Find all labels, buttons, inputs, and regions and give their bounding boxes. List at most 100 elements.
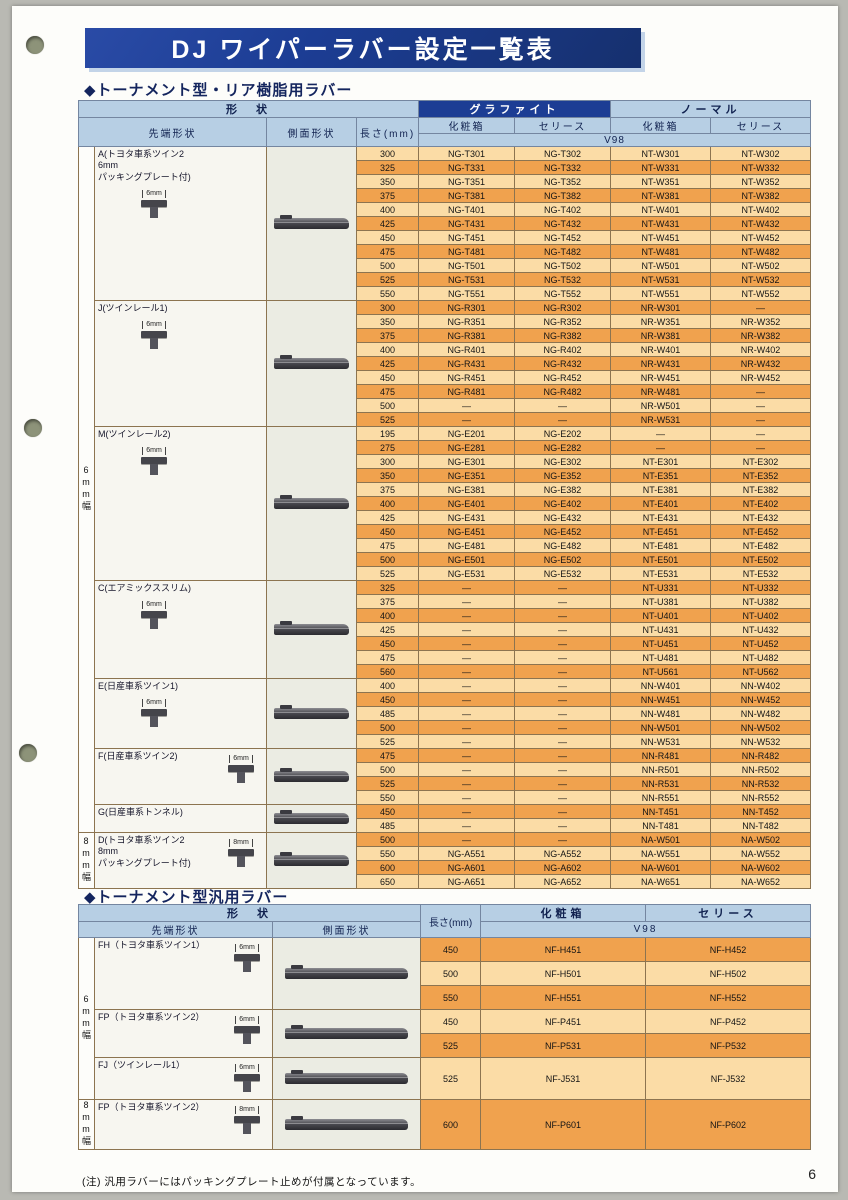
length-cell: 425 (356, 216, 419, 231)
length-cell: 525 (356, 412, 419, 427)
part-number-cell: NG-E482 (514, 538, 611, 553)
tip-width-label: 6mm (229, 755, 253, 763)
tip-width-label: 6mm (142, 601, 166, 610)
part-number-cell: — (514, 608, 611, 623)
length-cell: 300 (356, 454, 419, 469)
side-shape-cell (271, 1057, 422, 1100)
table-row: 525 NG-T531 NG-T532 NT-W531 NT-W532 (79, 272, 811, 287)
part-number-cell: — (418, 818, 515, 833)
table-row: 450 NG-E451 NG-E452 NT-E451 NT-E452 (79, 524, 811, 539)
table-row: 400 NG-E401 NG-E402 NT-E401 NT-E402 (79, 496, 811, 511)
length-cell: 400 (356, 678, 419, 693)
part-number-cell: NG-R451 (418, 370, 515, 385)
part-number-cell: NG-E531 (418, 566, 515, 581)
length-cell: 475 (356, 650, 419, 665)
part-number-cell: NG-E502 (514, 552, 611, 567)
length-cell: 475 (356, 538, 419, 553)
length-cell: 450 (356, 636, 419, 651)
table-row: 550 NG-A551 NG-A552 NA-W551 NA-W552 (79, 846, 811, 861)
tip-profile-shape (141, 611, 167, 619)
tip-profile-shape (228, 765, 254, 772)
table-row: 560— — NT-U561 NT-U562 (79, 664, 811, 679)
part-number-cell: NT-W482 (710, 244, 811, 259)
part-number-cell: — (514, 412, 611, 427)
part-number-cell: — (514, 720, 611, 735)
part-number-cell: NN-T481 (610, 818, 711, 833)
part-number-cell: NR-W401 (610, 342, 711, 357)
group-label: A(トヨタ車系ツイン2 6mm パッキングプレート付) (98, 149, 191, 182)
table-row: C(エアミックススリム) 6mm 325— — NT-U331 NT-U332 (79, 580, 811, 679)
table-row: 525 NG-E531 NG-E532 NT-E531 NT-E532 (79, 566, 811, 581)
part-number-cell: — (610, 426, 711, 441)
group-label: C(エアミックススリム) (98, 583, 192, 593)
part-number-cell: — (418, 762, 515, 777)
blade-profile-image (274, 215, 349, 229)
part-number-cell: — (418, 776, 515, 791)
tip-shape-cell: J(ツインレール1) 6mm (94, 300, 267, 427)
part-number-cell: NT-W381 (610, 188, 711, 203)
tip-profile-shape (228, 849, 254, 856)
part-number-cell: NG-E481 (418, 538, 515, 553)
length-cell: 475 (356, 748, 419, 763)
side-shape-cell (266, 678, 357, 749)
table-row: 525 NF-P531 NF-P532 (79, 1033, 812, 1058)
tip-profile-shape (150, 206, 158, 218)
tip-shape-cell: D(トヨタ車系ツイン2 8mm パッキングプレート付) 8mm (94, 832, 267, 889)
part-number-cell: NG-T401 (418, 202, 515, 217)
part-number-cell: — (514, 762, 611, 777)
blade-profile-image (274, 852, 349, 866)
length-cell: 450 (420, 1009, 482, 1034)
part-number-cell: NA-W601 (610, 860, 711, 875)
length-cell: 450 (356, 370, 419, 385)
part-number-cell: NR-W432 (710, 356, 811, 371)
side-shape-cell (266, 300, 357, 427)
table-row: 375 NG-T381 NG-T382 NT-W381 NT-W382 (79, 188, 811, 203)
group-label: D(トヨタ車系ツイン2 8mm パッキングプレート付) (98, 835, 191, 868)
length-cell: 485 (356, 706, 419, 721)
part-number-cell: NG-A602 (514, 860, 611, 875)
general-rubber-table: 形 状 長さ(mm) 化粧箱 セリース 先端形状 側面形状 V98 6mm幅 FH… (77, 904, 812, 1150)
part-number-cell: — (514, 622, 611, 637)
part-number-cell: NF-H451 (480, 937, 647, 962)
length-cell: 600 (356, 860, 419, 875)
part-number-cell: NG-E352 (514, 468, 611, 483)
table-row: E(日産車系ツイン1) 6mm 400— — NN-W401 NN-W402 (79, 678, 811, 749)
part-number-cell: — (514, 804, 611, 819)
part-number-cell: NT-W401 (610, 202, 711, 217)
part-number-cell: NT-W531 (610, 272, 711, 287)
part-number-cell: NG-A651 (418, 874, 515, 889)
length-cell: 500 (356, 258, 419, 273)
part-number-cell: — (710, 426, 811, 441)
part-number-cell: NN-W482 (710, 706, 811, 721)
length-cell: 500 (356, 832, 419, 847)
part-number-cell: NN-W401 (610, 678, 711, 693)
part-number-cell: NG-R301 (418, 300, 515, 315)
section-title-general-rubber: ◆トーナメント型汎用ラバー (84, 889, 289, 906)
part-number-cell: NR-W531 (610, 412, 711, 427)
part-number-cell: NN-R501 (610, 762, 711, 777)
length-cell: 550 (420, 985, 482, 1010)
part-number-cell: NF-J531 (480, 1057, 647, 1100)
part-number-cell: — (418, 398, 515, 413)
part-number-cell: NN-W531 (610, 734, 711, 749)
part-number-cell: NG-T381 (418, 188, 515, 203)
length-cell: 500 (356, 398, 419, 413)
part-number-cell: NT-E351 (610, 468, 711, 483)
table-row: 525— — NN-W531 NN-W532 (79, 734, 811, 749)
part-number-cell: — (514, 636, 611, 651)
tip-width-label: 6mm (235, 1016, 259, 1024)
header-series: セリース (645, 904, 812, 922)
part-number-cell: NT-W452 (710, 230, 811, 245)
table-row: 450— — NT-U451 NT-U452 (79, 636, 811, 651)
part-number-cell: NA-W651 (610, 874, 711, 889)
tip-profile-shape (243, 1081, 251, 1092)
width-band-label: 8mm幅 (78, 832, 95, 889)
punch-hole (24, 419, 42, 437)
part-number-cell: — (514, 692, 611, 707)
header-tip-shape: 先端形状 (78, 117, 267, 147)
blade-profile-image (274, 768, 349, 782)
part-number-cell: NF-P532 (645, 1033, 812, 1058)
tip-profile-icon: 6mm (220, 752, 262, 783)
part-number-cell: NG-E302 (514, 454, 611, 469)
tip-profile-shape (243, 961, 251, 972)
